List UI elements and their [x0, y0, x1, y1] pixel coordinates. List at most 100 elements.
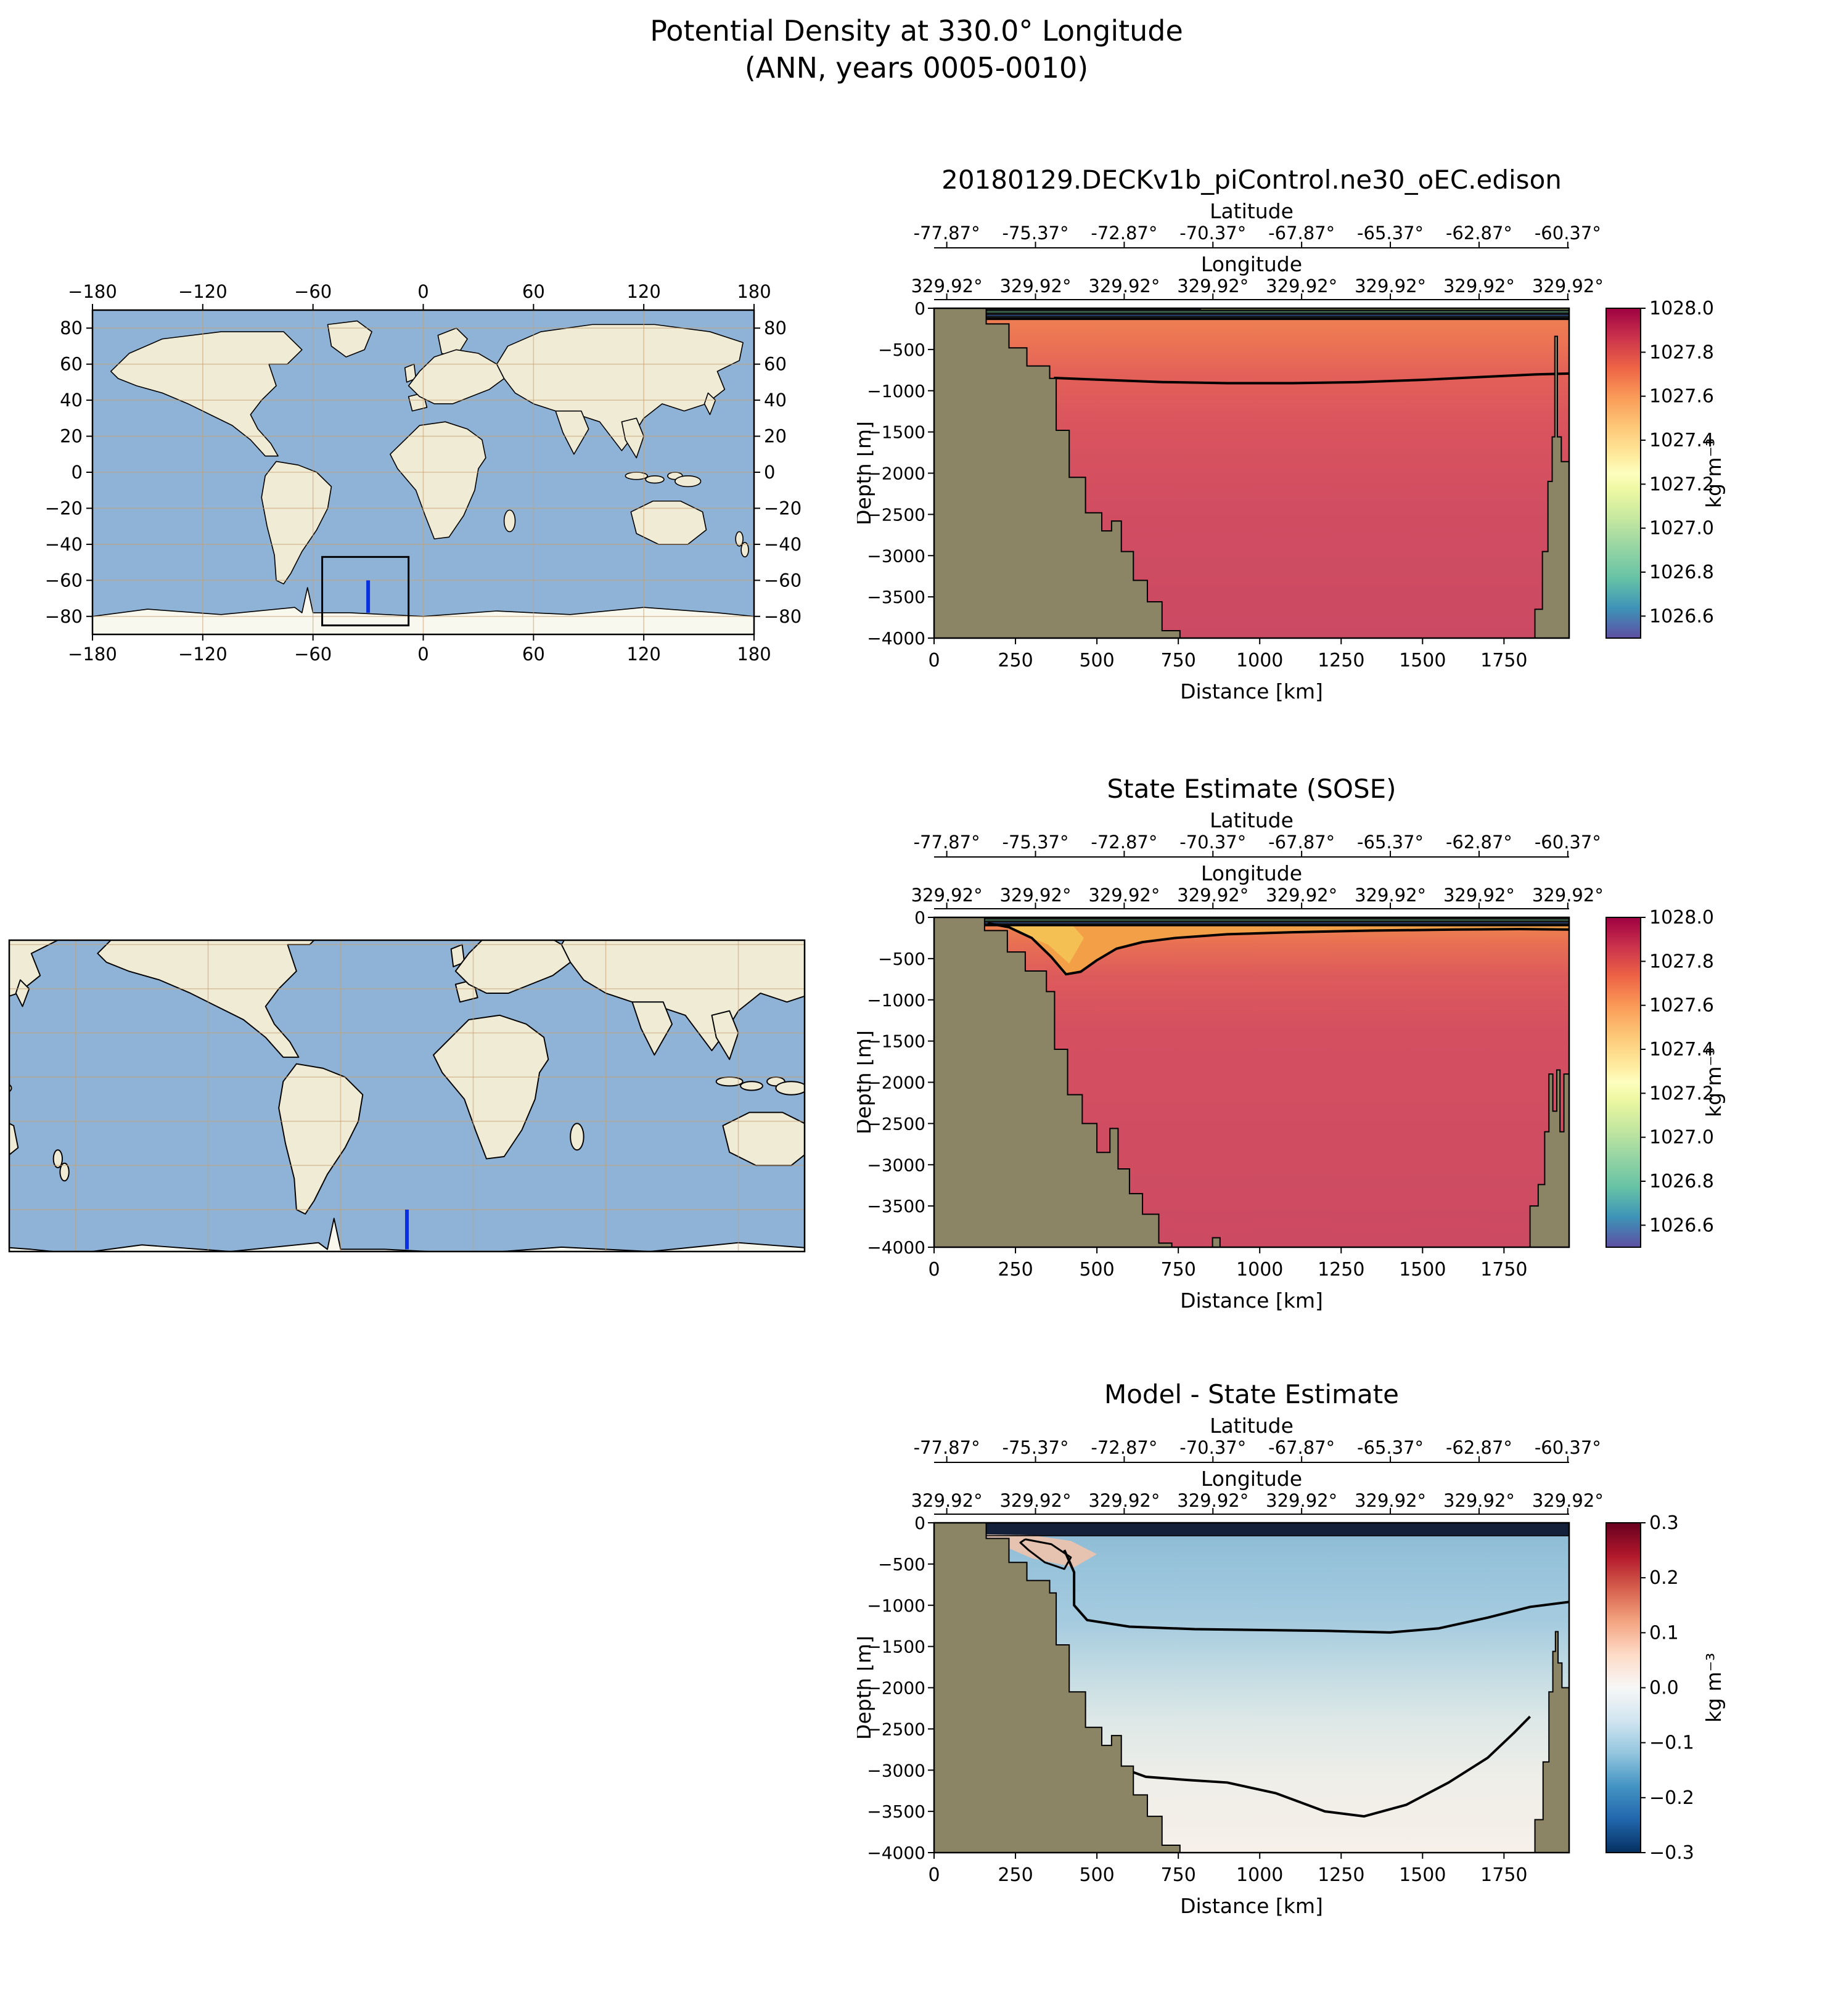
- tick-label: 1000: [1236, 650, 1283, 671]
- tick-label: -70.37°: [1179, 832, 1246, 853]
- section-field: [934, 917, 1569, 1247]
- tick-label: −500: [878, 340, 925, 360]
- tick-label: 329.92°: [1355, 885, 1426, 906]
- tick-label: 500: [1079, 1864, 1114, 1886]
- section-title: Model - State Estimate: [1104, 1379, 1399, 1409]
- tick-label: -65.37°: [1357, 1437, 1424, 1458]
- tick-label: 329.92°: [1177, 885, 1249, 906]
- tick-label: 329.92°: [911, 276, 983, 297]
- tick-label: −20: [45, 498, 83, 518]
- tick-label: 750: [1161, 650, 1196, 671]
- tick-label: −3500: [867, 587, 925, 607]
- tick-label: 329.92°: [1532, 276, 1604, 297]
- colorbar: [1605, 308, 1641, 639]
- tick-label: −60: [45, 570, 83, 591]
- contour-line: [1019, 1538, 1072, 1570]
- tick-label: −2500: [867, 1719, 925, 1739]
- colorbar-tick-label: 1027.8: [1649, 951, 1714, 972]
- tick-label: −500: [878, 949, 925, 969]
- axis-label: Depth [m]: [857, 421, 875, 525]
- tick-label: 329.92°: [999, 276, 1071, 297]
- tick-label: 1250: [1318, 1864, 1364, 1886]
- section-title: 20180129.DECKv1b_piControl.ne30_oEC.edis…: [941, 165, 1562, 195]
- colorbar-tick-label: 1027.6: [1649, 386, 1714, 408]
- tick-label: 0: [928, 1864, 940, 1886]
- tick-label: 329.92°: [1443, 276, 1515, 297]
- tick-label: −3500: [867, 1196, 925, 1216]
- colorbar-tick-label: −0.2: [1649, 1787, 1694, 1809]
- tick-label: −4000: [867, 1843, 925, 1863]
- tick-label: 0: [417, 644, 429, 665]
- colorbar-label: kg m⁻³: [1702, 438, 1726, 508]
- tick-label: -67.87°: [1268, 1437, 1335, 1458]
- antarctica: [87, 1218, 805, 1252]
- tick-label: 180: [737, 281, 771, 302]
- zoom-map-plot: [8, 939, 806, 1253]
- tick-label: -62.87°: [1446, 223, 1512, 244]
- plot-border: [8, 939, 806, 1253]
- tick-label: −2000: [867, 464, 925, 484]
- axis-label: Latitude: [1210, 1414, 1294, 1438]
- tick-label: 20: [764, 426, 787, 447]
- tick-label: 329.92°: [1266, 276, 1337, 297]
- axis-label: Longitude: [1201, 252, 1302, 276]
- tick-label: 329.92°: [1532, 885, 1604, 906]
- tick-label: 1500: [1399, 1864, 1446, 1886]
- tick-label: 1500: [1399, 650, 1446, 671]
- tick-label: −4000: [867, 628, 925, 649]
- tick-label: -70.37°: [1179, 1437, 1246, 1458]
- tick-label: −20: [764, 498, 802, 518]
- colorbar-tick-label: 1027.4: [1649, 1039, 1714, 1060]
- tick-label: 329.92°: [1088, 276, 1160, 297]
- tick-label: −1000: [867, 381, 925, 401]
- tick-label: −3000: [867, 1760, 925, 1780]
- tick-label: −3000: [867, 1155, 925, 1175]
- contour-line: [1054, 372, 1569, 385]
- colorbar-tick-label: 1027.4: [1649, 430, 1714, 451]
- figure-title: Potential Density at 330.0° Longitude (A…: [0, 12, 1833, 86]
- colorbar-tick-label: 1027.2: [1649, 473, 1714, 495]
- tick-label: 329.92°: [1088, 1490, 1160, 1511]
- axis-label: Longitude: [1201, 861, 1302, 885]
- tick-label: 60: [522, 644, 545, 665]
- tick-label: 0: [914, 1513, 925, 1533]
- tick-label: 329.92°: [1177, 1490, 1249, 1511]
- colorbar-tick-label: −0.1: [1649, 1732, 1694, 1754]
- tick-label: 40: [60, 390, 83, 411]
- tick-label: -75.37°: [1002, 832, 1068, 853]
- colorbar-tick-label: 1026.8: [1649, 562, 1714, 583]
- world-coastlines: [9, 940, 70, 1252]
- bathymetry: [1212, 1237, 1221, 1247]
- colorbar-tick-label: 1027.0: [1649, 518, 1714, 539]
- tick-label: -62.87°: [1446, 832, 1512, 853]
- tick-label: 0: [928, 1259, 940, 1280]
- axis-label: Latitude: [1210, 199, 1294, 223]
- section-2: Model - State Estimate Latitude -77.87° -75…: [857, 1375, 1819, 1917]
- tick-label: -72.87°: [1091, 223, 1157, 244]
- tick-label: 80: [764, 318, 787, 338]
- colorbar-tick-label: −0.3: [1649, 1842, 1694, 1864]
- tick-label: 750: [1161, 1259, 1196, 1280]
- tick-label: 250: [998, 1259, 1033, 1280]
- colorbar-tick-label: 1026.8: [1649, 1171, 1714, 1192]
- colorbar-tick-label: 1028.0: [1649, 907, 1714, 928]
- tick-label: 1750: [1480, 1259, 1527, 1280]
- axis-label: Latitude: [1210, 808, 1294, 832]
- tick-label: -67.87°: [1268, 832, 1335, 853]
- tick-label: 500: [1079, 1259, 1114, 1280]
- section-1: State Estimate (SOSE) Latitude -77.87° -75.…: [857, 769, 1819, 1312]
- section-plot: 20180129.DECKv1b_piControl.ne30_oEC.edis…: [857, 165, 1726, 703]
- tick-label: 750: [1161, 1864, 1196, 1886]
- tick-label: -75.37°: [1002, 1437, 1068, 1458]
- world-coastlines: [87, 940, 805, 1252]
- tick-label: −1000: [867, 1596, 925, 1616]
- tick-label: −180: [68, 644, 117, 665]
- tick-label: 120: [626, 281, 660, 302]
- axis-label: Distance [km]: [1180, 1894, 1323, 1917]
- tick-label: 0: [764, 462, 775, 483]
- bathymetry: [1529, 1069, 1569, 1247]
- tick-label: −80: [45, 606, 83, 627]
- tick-label: −3000: [867, 546, 925, 566]
- tick-label: −120: [178, 644, 228, 665]
- tick-label: −2500: [867, 504, 925, 525]
